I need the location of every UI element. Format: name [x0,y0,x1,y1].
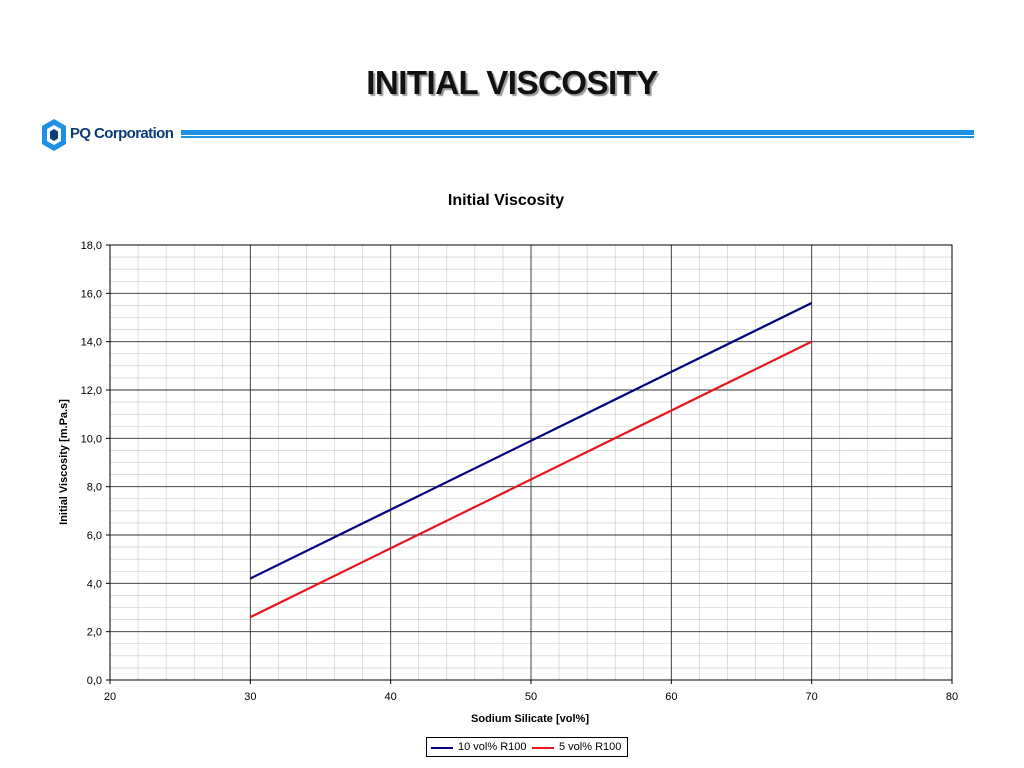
y-tick-label: 4,0 [87,578,102,590]
header-rule [181,130,974,135]
x-tick-label: 50 [525,691,537,703]
x-tick-label: 30 [244,691,256,703]
y-tick-label: 14,0 [81,337,102,349]
legend-label-series-2: 5 vol% R100 [559,741,622,753]
y-tick-label: 12,0 [81,385,102,397]
x-tick-label: 40 [385,691,397,703]
x-tick-label: 60 [665,691,677,703]
header-rule-thin [181,136,974,138]
x-tick-label: 70 [806,691,818,703]
y-tick-label: 8,0 [87,482,102,494]
y-tick-label: 16,0 [81,288,102,300]
x-axis-label: Sodium Silicate [vol%] [471,713,589,725]
pq-logo: PQ Corporation [40,118,185,152]
y-tick-label: 2,0 [87,627,102,639]
y-tick-label: 18,0 [81,240,102,252]
pq-logo-icon [42,119,66,151]
legend-label-series-1: 10 vol% R100 [458,741,527,753]
pq-logo-text: PQ Corporation [70,125,174,142]
plot-area-border [109,244,953,681]
chart-title: Initial Viscosity [448,192,564,209]
y-axis-label: Initial Viscosity [m.Pa.s] [58,399,70,525]
y-tick-label: 10,0 [81,433,102,445]
series-line-2 [249,340,813,619]
legend-swatch-series-1 [431,747,453,749]
slide-title: INITIAL VISCOSITY [366,64,658,101]
x-tick-label: 20 [104,691,116,703]
chart-legend: 10 vol% R100 5 vol% R100 [426,737,628,757]
y-tick-label: 0,0 [87,675,102,687]
series-line-1 [249,302,813,580]
y-tick-label: 6,0 [87,530,102,542]
legend-swatch-series-2 [532,747,554,749]
x-tick-label: 80 [946,691,958,703]
